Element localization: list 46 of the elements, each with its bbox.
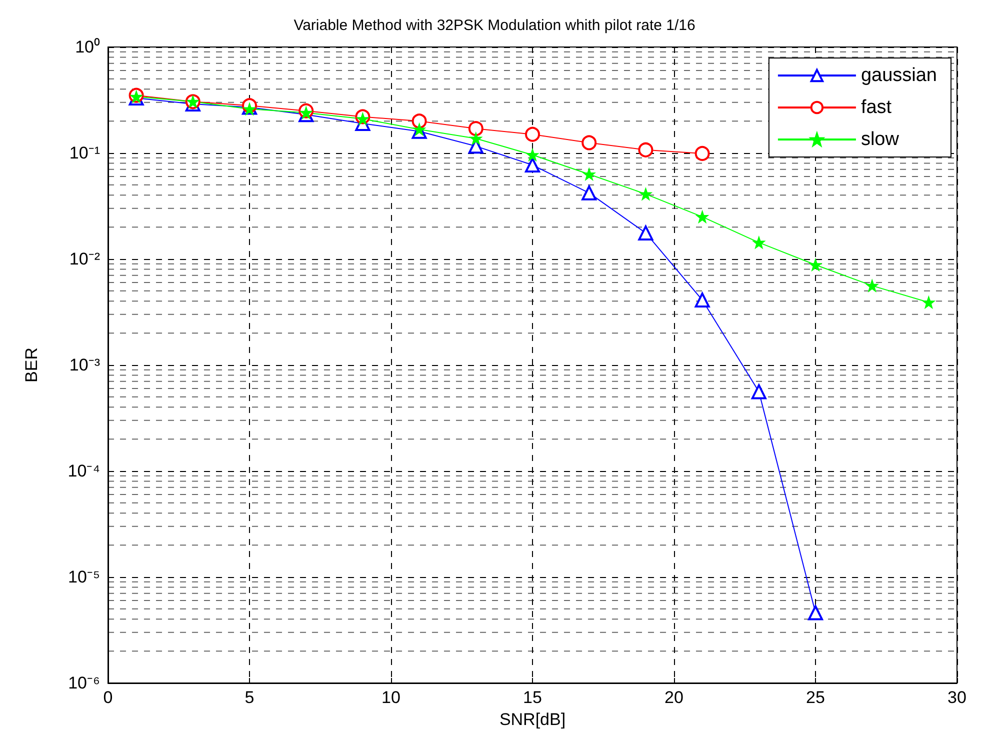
point [413,123,426,136]
x-tick-label: 30 [948,688,966,707]
y-tick-label: 10⁻¹ [69,144,100,162]
point [696,210,708,223]
point [525,158,540,173]
point [810,258,822,271]
point [582,185,597,200]
legend-label: gaussian [860,65,938,86]
point [808,605,823,620]
legend-label: fast [860,97,892,118]
point [866,280,878,292]
x-tick-label: 15 [523,688,542,707]
point [356,112,369,125]
legend-label: slow [860,129,900,150]
point [694,292,710,308]
x-tick-label: 20 [664,688,684,707]
x-tick-label: 25 [806,688,825,707]
point [244,103,256,116]
point [525,126,540,142]
point [582,135,597,150]
point [752,236,765,249]
y-tick-label: 10⁻⁶ [68,674,100,692]
chart-title: Variable Method with 32PSK Modulation whith pilot rate 1/16 [294,17,696,34]
point [922,296,935,308]
x-axis-title: SNR[dB] [499,710,566,729]
point [412,114,427,129]
point [638,225,654,240]
x-tick-label: 10 [382,688,400,707]
point [640,188,652,200]
y-tick-label: 10⁻⁵ [68,568,100,586]
y-tick-label: 10⁰ [75,38,100,56]
point [694,146,710,161]
point [751,384,766,400]
point [130,90,142,103]
x-tick-label: 0 [103,688,113,707]
point [468,121,484,136]
point [638,142,654,158]
y-tick-label: 10⁻⁴ [68,462,100,480]
x-tick-label: 5 [244,688,254,707]
point [526,148,538,161]
y-tick-label: 10⁻² [69,250,100,268]
point [470,132,482,145]
y-axis-title: BER [22,348,41,382]
y-tick-label: 10⁻³ [69,356,100,374]
point [583,168,596,180]
point [300,106,312,119]
